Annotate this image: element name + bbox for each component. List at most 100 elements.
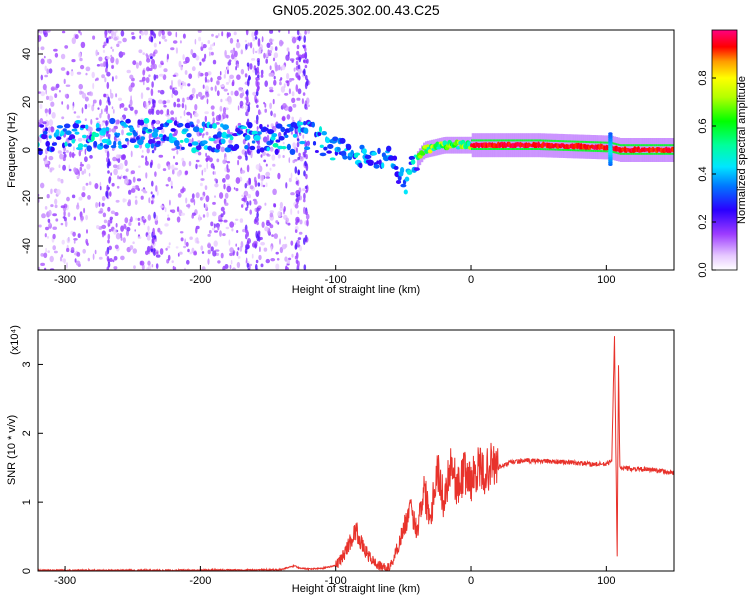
spectrogram-ridge-sheath bbox=[475, 139, 477, 142]
spectrogram-ridge-sheath bbox=[577, 140, 580, 143]
spectrogram-noise-speck bbox=[227, 61, 232, 66]
spectrogram-noise-speck bbox=[106, 56, 110, 60]
spectrogram-noise-speck bbox=[211, 111, 215, 117]
spectrogram-noise-speck bbox=[52, 213, 57, 217]
spectrogram-noise-speck bbox=[187, 83, 191, 87]
spectrogram-ridge-sheath bbox=[599, 141, 601, 144]
spectrogram-ridge-sheath bbox=[488, 139, 490, 142]
spectrogram-noise-speck bbox=[244, 105, 248, 111]
spectrogram-ridge-sheath bbox=[636, 152, 638, 155]
spectrogram-noise-speck bbox=[60, 67, 66, 71]
spectrogram-noise-speck bbox=[44, 65, 47, 71]
spectrogram-noise-speck bbox=[120, 117, 124, 121]
spectrogram-noise-speck bbox=[71, 153, 76, 157]
spectrogram-ridge-blob bbox=[166, 119, 173, 124]
spectrogram-ridge-blob bbox=[50, 146, 55, 152]
spectrogram-noise-speck bbox=[204, 185, 208, 191]
spectrogram-ridge-blob bbox=[229, 136, 234, 141]
spectrogram-ridge-sheath bbox=[580, 140, 582, 143]
spectrogram-ridge-sheath bbox=[672, 144, 674, 147]
spectrogram-ridge-sheath bbox=[531, 148, 534, 150]
spectrogram-ridge-sheath bbox=[568, 149, 570, 151]
spectrogram-noise-speck bbox=[242, 229, 246, 233]
spectrogram-noise-speck bbox=[118, 176, 122, 180]
spectrogram-streak bbox=[296, 138, 300, 142]
spectrogram-ridge-blob bbox=[244, 145, 249, 150]
spectrogram-noise-speck bbox=[79, 57, 83, 62]
spectrogram-noise-speck bbox=[148, 74, 151, 78]
spectrogram-noise-speck bbox=[176, 216, 181, 223]
spectrogram-noise-speck bbox=[157, 227, 161, 233]
spectrogram-noise-speck bbox=[259, 44, 263, 50]
spectrogram-streak bbox=[150, 30, 154, 36]
spectrogram-ridge-sheath bbox=[559, 140, 561, 143]
spectrogram-noise-speck bbox=[277, 172, 281, 180]
spectrogram-noise-speck bbox=[185, 197, 188, 204]
spectrogram-noise-speck bbox=[78, 196, 83, 201]
spectrogram-noise-speck bbox=[217, 225, 220, 231]
spectrogram-noise-speck bbox=[173, 90, 179, 96]
spectrogram-noise-speck bbox=[240, 170, 246, 174]
spectrogram-noise-speck bbox=[50, 188, 53, 194]
spectrogram-noise-speck bbox=[265, 258, 270, 264]
spectrogram-noise-speck bbox=[140, 31, 144, 36]
spectrogram-streak bbox=[303, 59, 306, 63]
spectrogram-streak bbox=[256, 88, 259, 92]
spectrogram-ridge-sheath bbox=[599, 150, 601, 153]
spectrogram-streak bbox=[303, 206, 306, 215]
spectrogram-ridge-blob bbox=[251, 130, 259, 135]
spectrogram-noise-speck bbox=[66, 262, 68, 269]
spectrogram-noise-speck bbox=[142, 52, 145, 55]
spectrogram-noise-speck bbox=[230, 49, 235, 54]
spectrogram-ridge-sheath bbox=[572, 149, 574, 152]
spectrogram-noise-speck bbox=[111, 182, 115, 187]
spectrogram-ridge-blob bbox=[67, 143, 72, 147]
spectrogram-streak bbox=[305, 211, 309, 215]
spectrogram-ridge-sheath bbox=[537, 148, 539, 150]
spectrogram-ridge-sheath bbox=[571, 149, 573, 152]
spectrogram-streak bbox=[256, 221, 259, 226]
spectrogram-ridge-sheath bbox=[484, 139, 486, 142]
spectrogram-ridge-blob bbox=[176, 145, 181, 150]
spectrogram-noise-speck bbox=[81, 170, 85, 175]
spectrogram-noise-speck bbox=[120, 154, 125, 160]
spectrogram-streak bbox=[106, 190, 109, 199]
spectrogram-ridge-sheath bbox=[614, 151, 616, 154]
spectrogram-noise-speck bbox=[56, 189, 61, 196]
spectrogram-streak bbox=[305, 173, 308, 180]
spectrogram-noise-speck bbox=[196, 240, 200, 244]
spectrogram-noise-speck bbox=[116, 138, 121, 142]
spectrogram-noise-speck bbox=[158, 99, 163, 104]
spectrogram-noise-speck bbox=[202, 133, 204, 139]
spectrogram-ridge-sheath bbox=[526, 148, 528, 150]
spectrogram-ridge-blob bbox=[192, 126, 200, 133]
spectrogram-ridge-blob bbox=[126, 132, 133, 136]
spectrogram-streak bbox=[246, 62, 250, 67]
spectrogram-noise-speck bbox=[285, 266, 290, 270]
spectrogram-noise-speck bbox=[185, 170, 189, 175]
spectrogram-noise-speck bbox=[158, 154, 164, 158]
spectrogram-ridge-sheath bbox=[633, 152, 635, 155]
spectrogram-noise-speck bbox=[206, 98, 209, 105]
spectrogram-noise-speck bbox=[197, 151, 202, 156]
spectrogram-ridge-sheath bbox=[492, 148, 495, 150]
spectrogram-noise-speck bbox=[39, 103, 43, 110]
spectrogram-noise-speck bbox=[99, 137, 103, 142]
spectrogram-streak bbox=[248, 75, 251, 81]
spectrogram-noise-speck bbox=[130, 150, 133, 158]
spectrogram-noise-speck bbox=[197, 91, 203, 97]
spectrogram-noise-speck bbox=[89, 155, 93, 159]
spectrogram-noise-speck bbox=[282, 155, 285, 158]
spectrogram-ridge-sheath bbox=[584, 149, 587, 152]
spectrogram-noise-speck bbox=[167, 31, 172, 36]
spectrogram-ridge-blob bbox=[267, 129, 275, 135]
spectrogram-noise-speck bbox=[290, 192, 295, 196]
spectrogram-ridge-blob bbox=[216, 131, 223, 138]
spectrogram-ridge-sheath bbox=[605, 150, 607, 153]
spectrogram-noise-speck bbox=[234, 50, 238, 58]
spectrogram-ridge-blob bbox=[208, 137, 216, 142]
spectrogram-ridge-sheath bbox=[668, 144, 670, 147]
spectrogram-noise-speck bbox=[124, 178, 129, 185]
spectrogram-ridge-blob bbox=[427, 149, 433, 154]
